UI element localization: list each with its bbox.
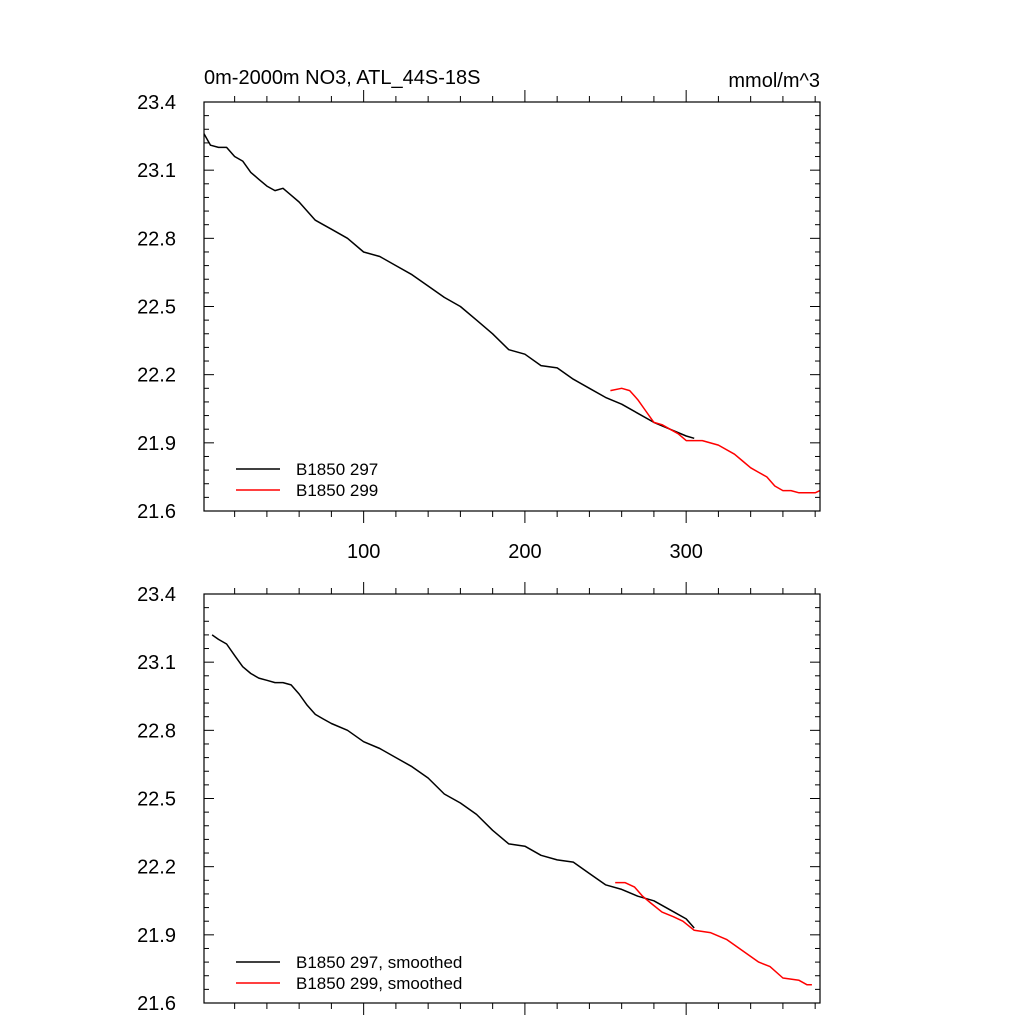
top-panel-ticks: 21.6 21.9 22.2 22.5 22.8 23.1 23.4 100 200 300 — [137, 90, 820, 563]
legend-label-b1850-297: B1850 297 — [296, 460, 378, 479]
series-line-b1850-299-smoothed — [615, 881, 812, 986]
top-panel-legend: B1850 297 B1850 299 — [236, 460, 378, 500]
bottom-y-tick-label: 22.5 — [137, 789, 176, 811]
bottom-panel: 21.6 21.9 22.2 22.5 22.8 23.1 23.4 B1850 297, … — [137, 582, 821, 1015]
top-panel-title: 0m-2000m NO3, ATL_44S-18S — [204, 67, 480, 89]
top-y-tick-label: 23.4 — [137, 92, 176, 114]
bottom-y-tick-label: 22.2 — [137, 857, 176, 879]
top-y-tick-label: 21.6 — [137, 501, 176, 523]
top-y-tick-label: 22.8 — [137, 228, 176, 250]
bottom-y-tick-label: 21.9 — [137, 925, 176, 947]
bottom-y-tick-label: 21.6 — [137, 993, 176, 1015]
legend-label-b1850-299: B1850 299 — [296, 481, 378, 500]
top-panel-series — [203, 133, 821, 494]
top-panel: 0m-2000m NO3, ATL_44S-18S mmol/m^3 21.62… — [137, 67, 821, 563]
top-panel-units: mmol/m^3 — [728, 70, 820, 92]
top-x-tick-label: 200 — [508, 541, 541, 563]
bottom-y-tick-label: 23.4 — [137, 584, 176, 606]
legend-label-b1850-297-smoothed: B1850 297, smoothed — [296, 953, 462, 972]
bottom-panel-legend: B1850 297, smoothed B1850 299, smoothed — [236, 953, 462, 993]
series-line-b1850-297 — [203, 133, 695, 440]
top-panel-frame — [203, 101, 821, 512]
bottom-panel-ticks: 21.6 21.9 22.2 22.5 22.8 23.1 23.4 — [137, 582, 820, 1015]
bottom-panel-series — [211, 634, 812, 986]
bottom-y-tick-label: 23.1 — [137, 652, 176, 674]
top-y-tick-label: 21.9 — [137, 433, 176, 455]
bottom-y-tick-label: 22.8 — [137, 720, 176, 742]
legend-label-b1850-299-smoothed: B1850 299, smoothed — [296, 974, 462, 993]
series-line-b1850-297-smoothed — [211, 634, 695, 929]
top-y-tick-label: 22.2 — [137, 365, 176, 387]
top-x-tick-label: 100 — [347, 541, 380, 563]
bottom-panel-frame — [203, 593, 821, 1004]
top-y-tick-label: 23.1 — [137, 160, 176, 182]
top-x-tick-label: 300 — [669, 541, 702, 563]
top-y-tick-label: 22.5 — [137, 297, 176, 319]
series-line-b1850-299 — [610, 387, 821, 494]
